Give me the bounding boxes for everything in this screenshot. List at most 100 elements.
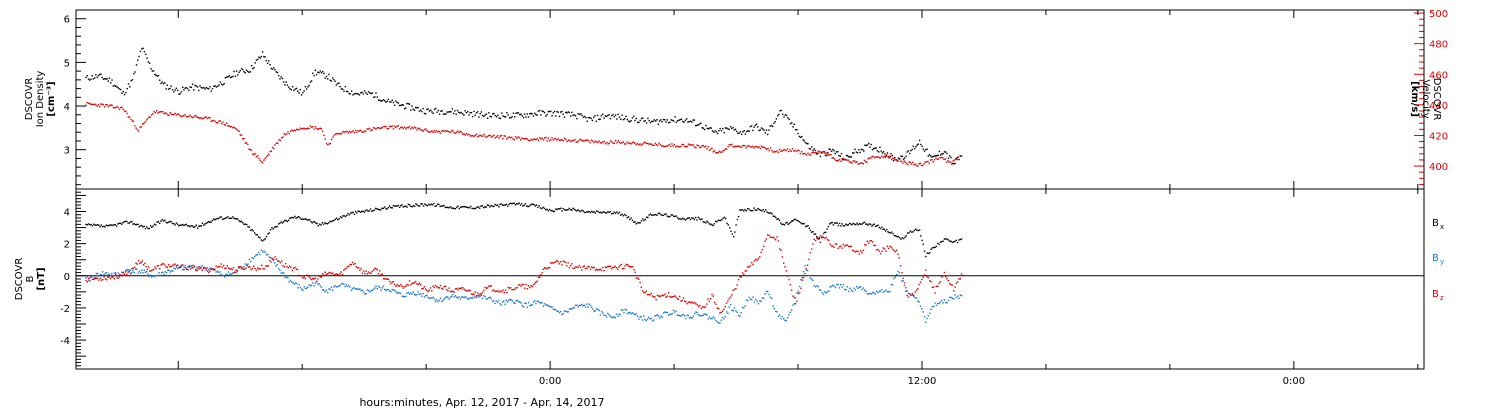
- density-series-point: [954, 162, 956, 165]
- density-series-point: [515, 112, 517, 115]
- density-series-point: [185, 87, 188, 89]
- bx-series-point: [638, 222, 640, 224]
- density-series-point: [917, 143, 919, 145]
- velocity-series-point: [296, 128, 298, 130]
- density-series-point: [332, 77, 334, 79]
- density-series-point: [125, 91, 127, 94]
- bx-series-point: [442, 205, 444, 207]
- velocity-series-point: [345, 130, 347, 133]
- by-series-point: [129, 269, 132, 271]
- velocity-series-point: [841, 158, 843, 160]
- bx-series-point: [166, 222, 168, 224]
- velocity-series-point: [328, 143, 330, 145]
- density-series-point: [118, 88, 121, 90]
- density-series-point: [473, 110, 475, 112]
- velocity-series-point: [125, 110, 127, 113]
- by-series-point: [735, 310, 737, 312]
- bz-series-point: [107, 276, 109, 278]
- by-series-point: [94, 276, 96, 279]
- bx-series-point: [494, 203, 496, 206]
- bx-series-point: [856, 222, 858, 224]
- by-series-point: [874, 293, 876, 295]
- bx-series-point: [707, 221, 709, 224]
- bx-series-point: [452, 207, 454, 209]
- bz-series-point: [285, 263, 287, 265]
- density-series-point: [525, 116, 527, 118]
- by-series-point: [149, 274, 152, 276]
- bz-series-point: [115, 273, 117, 276]
- by-series-point: [463, 297, 465, 299]
- density-series-point: [838, 154, 840, 157]
- bz-series-point: [756, 259, 758, 261]
- velocity-series-point: [698, 146, 701, 148]
- velocity-series-point: [766, 148, 768, 150]
- bz-series-point: [740, 276, 742, 278]
- bz-series-point: [229, 268, 231, 270]
- velocity-series-point: [818, 151, 821, 153]
- velocity-series-point: [352, 130, 354, 132]
- by-series-point: [697, 313, 699, 316]
- bx-series-point: [367, 210, 369, 212]
- velocity-series-point: [183, 115, 185, 117]
- bz-series-point: [644, 291, 646, 294]
- bz-series-point: [516, 287, 518, 289]
- by-series-point: [136, 268, 138, 270]
- by-series-point: [308, 284, 310, 286]
- by-series-point: [858, 286, 861, 288]
- by-series-point: [696, 311, 698, 314]
- density-series-point: [807, 143, 809, 145]
- density-series-point: [827, 152, 829, 154]
- density-series-point: [631, 117, 634, 119]
- density-series-point: [247, 70, 249, 73]
- bz-series-point: [411, 282, 413, 285]
- density-series-point: [801, 135, 803, 138]
- density-series-point: [894, 156, 896, 159]
- velocity-series-point: [126, 112, 128, 115]
- velocity-series-point: [178, 113, 180, 116]
- bz-series-point: [319, 276, 321, 278]
- by-series-point: [598, 309, 600, 312]
- bz-series-point: [328, 272, 330, 274]
- bz-series-point: [495, 290, 498, 292]
- bx-series-point: [799, 222, 802, 224]
- bx-series-point: [121, 223, 123, 225]
- density-series-point: [706, 127, 708, 130]
- bz-series-point: [737, 278, 740, 281]
- bz-series-point: [789, 284, 791, 286]
- velocity-series-point: [555, 138, 557, 140]
- bx-series-point: [748, 208, 750, 210]
- bx-series-point: [909, 230, 911, 232]
- velocity-series-point: [162, 111, 164, 113]
- velocity-series-point: [581, 139, 584, 142]
- bx-series-point: [502, 204, 504, 206]
- velocity-series-point: [494, 137, 496, 139]
- bx-series-point: [356, 212, 358, 214]
- bx-series-point: [848, 222, 851, 225]
- density-series-point: [854, 148, 856, 151]
- velocity-series-point: [313, 128, 315, 130]
- by-series-point: [159, 275, 162, 277]
- density-series-point: [275, 71, 277, 73]
- bz-series-point: [234, 271, 236, 273]
- by-series-point: [498, 299, 500, 302]
- density-series-point: [747, 130, 749, 132]
- bx-series-point: [124, 220, 127, 223]
- bx-series-point: [793, 218, 796, 221]
- density-series-point: [406, 102, 408, 105]
- by-series-point: [927, 314, 930, 317]
- by-series-point: [720, 319, 722, 321]
- bx-series-point: [555, 208, 557, 210]
- bx-series-point: [729, 227, 731, 229]
- bx-series-point: [850, 223, 852, 225]
- velocity-series-point: [403, 126, 406, 128]
- velocity-series-point: [767, 148, 769, 150]
- velocity-series-point: [595, 141, 598, 143]
- bz-series-point: [327, 273, 329, 275]
- by-series-point: [210, 267, 212, 269]
- bx-series-point: [264, 238, 266, 240]
- by-series-point: [829, 286, 831, 288]
- density-series-point: [566, 112, 568, 114]
- density-series-point: [594, 115, 596, 117]
- velocity-series-point: [424, 128, 427, 130]
- bz-series-point: [724, 306, 726, 308]
